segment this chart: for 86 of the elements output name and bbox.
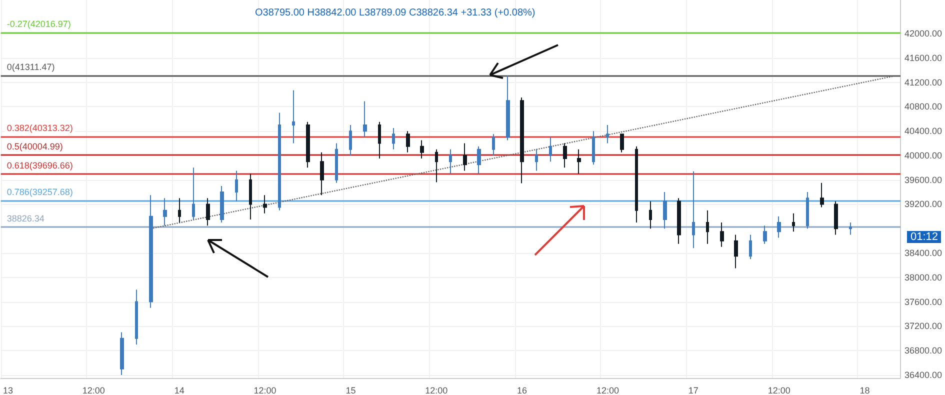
candlestick bbox=[577, 148, 581, 174]
y-tick-label: 41600.00 bbox=[904, 52, 942, 63]
x-tick-label: 12:00 bbox=[425, 386, 448, 395]
y-tick-label: 38400.00 bbox=[904, 248, 942, 258]
candlestick bbox=[149, 194, 153, 308]
candlestick bbox=[420, 140, 424, 160]
x-tick-label: 12:00 bbox=[82, 386, 105, 395]
candlestick bbox=[806, 192, 809, 230]
candlestick bbox=[749, 234, 752, 260]
candlestick bbox=[849, 222, 852, 236]
candlestick bbox=[463, 142, 467, 172]
ref-line-label: 38826.34 bbox=[6, 214, 44, 224]
candlestick bbox=[320, 152, 324, 196]
candlestick bbox=[306, 121, 310, 168]
candlestick bbox=[178, 198, 181, 224]
candlestick bbox=[192, 167, 195, 220]
candlestick bbox=[220, 185, 224, 224]
candlestick bbox=[663, 192, 667, 230]
candlestick bbox=[392, 128, 395, 150]
candlestick bbox=[635, 146, 638, 224]
x-tick-label: 12:00 bbox=[596, 386, 619, 395]
x-tick-label: 17 bbox=[688, 386, 698, 395]
candlestick bbox=[292, 90, 295, 144]
y-tick-label: 37600.00 bbox=[904, 296, 942, 307]
y-tick-label: 42000.00 bbox=[904, 28, 942, 39]
ref-line-label: 0.382(40313.32) bbox=[6, 122, 73, 133]
candlestick bbox=[449, 148, 452, 174]
candlestick bbox=[549, 136, 552, 162]
y-tick-label: 36800.00 bbox=[904, 346, 942, 356]
candlestick bbox=[834, 200, 838, 236]
x-tick-label: 12:00 bbox=[254, 386, 276, 395]
candlestick bbox=[606, 124, 609, 144]
candlestick bbox=[492, 134, 495, 156]
candlestick bbox=[406, 130, 410, 153]
candlestick bbox=[706, 210, 709, 244]
y-tick-label: 39200.00 bbox=[904, 199, 942, 210]
candlestick bbox=[506, 75, 510, 141]
y-tick-label: 40800.00 bbox=[904, 102, 942, 112]
candlestick bbox=[477, 146, 481, 174]
candlestick bbox=[563, 142, 567, 168]
candlestick bbox=[592, 130, 595, 166]
candlestick bbox=[649, 200, 652, 230]
candlestick bbox=[720, 222, 724, 248]
y-tick-label: 36400.00 bbox=[904, 370, 942, 380]
candlestick bbox=[763, 225, 767, 244]
y-tick-label: 41200.00 bbox=[904, 77, 942, 88]
candlestick bbox=[335, 142, 338, 184]
y-tick-label: 40400.00 bbox=[904, 126, 942, 136]
candlestick bbox=[378, 121, 381, 160]
ref-line-label: 0.786(39257.68) bbox=[6, 187, 73, 198]
x-tick-label: 13 bbox=[2, 386, 13, 395]
candlestick bbox=[163, 198, 167, 226]
candlestick bbox=[349, 124, 352, 156]
y-tick-label: 37200.00 bbox=[904, 321, 942, 332]
x-tick-label: 12:00 bbox=[768, 386, 790, 395]
candlestick bbox=[677, 198, 681, 244]
candlestick bbox=[206, 198, 210, 226]
candlestick bbox=[792, 212, 795, 232]
ref-line-label: 0(41311.47) bbox=[6, 62, 55, 72]
candlestick bbox=[734, 234, 738, 269]
candlestick bbox=[777, 216, 781, 238]
candlestick bbox=[435, 148, 438, 183]
candlestick bbox=[535, 148, 538, 172]
x-tick-label: 18 bbox=[860, 386, 870, 395]
ref-line-label: -0.27(42016.97) bbox=[6, 19, 71, 29]
candlestick bbox=[363, 100, 367, 138]
candlestick bbox=[820, 182, 824, 208]
text: 01:12 bbox=[907, 231, 941, 244]
candlestick bbox=[520, 97, 524, 184]
candlestick bbox=[135, 289, 138, 345]
candlestick bbox=[278, 112, 281, 211]
candlestick bbox=[235, 170, 238, 202]
text: O38795.00 H38842.00 L38789.09 C38826.34 +31.33 (+0.08%) bbox=[255, 8, 536, 18]
candlestick bbox=[249, 173, 252, 220]
ref-line-label: 0.5(40004.99) bbox=[6, 142, 63, 152]
candlestick bbox=[692, 170, 695, 249]
ref-line-label: 0.618(39696.66) bbox=[6, 160, 73, 170]
x-tick-label: 15 bbox=[346, 386, 356, 395]
y-tick-label: 39600.00 bbox=[904, 174, 942, 185]
candlestick bbox=[620, 134, 624, 153]
candlestick bbox=[120, 332, 124, 376]
candlestick bbox=[263, 194, 267, 214]
x-tick-label: 16 bbox=[517, 386, 528, 395]
x-tick-label: 14 bbox=[174, 386, 184, 395]
y-tick-label: 40000.00 bbox=[904, 150, 942, 160]
y-tick-label: 38000.00 bbox=[904, 272, 942, 282]
